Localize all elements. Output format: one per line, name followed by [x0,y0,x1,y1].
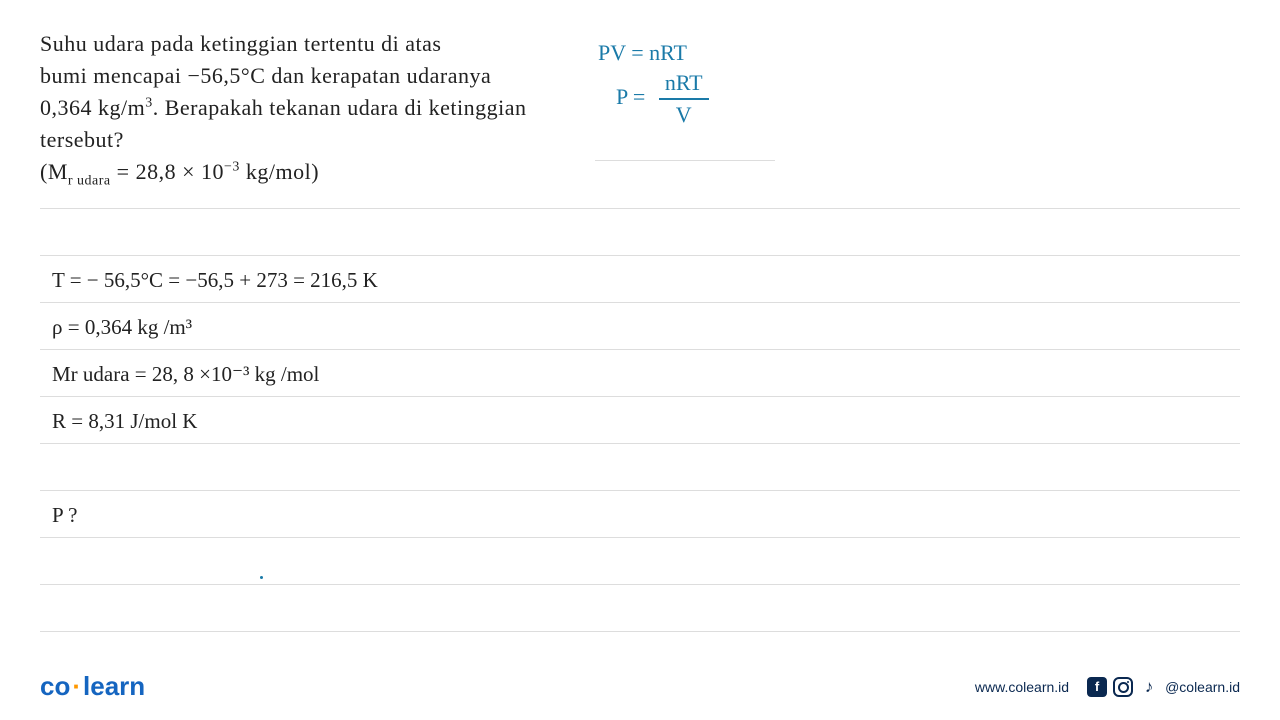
fraction-numerator: nRT [659,70,709,100]
equation-p-equals: P = [616,84,645,109]
rule-line [40,349,1240,350]
rule-line [40,631,1240,632]
problem-subscript: r udara [68,173,111,188]
rule-line [595,160,775,161]
rule-line [40,490,1240,491]
logo-dot-icon: · [72,671,81,702]
footer-url: www.colearn.id [975,679,1069,695]
tiktok-icon: ♪ [1139,677,1159,697]
decorative-dot [260,576,263,579]
rule-line [40,443,1240,444]
logo-co: co [40,671,70,701]
problem-cube-sup: 3 [145,95,153,110]
equations-panel: PV = nRT P = nRT V [598,40,709,128]
problem-line2c: dan kerapatan udaranya [265,63,491,88]
work-molar-mass: Mr udara = 28, 8 ×10⁻³ kg /mol [52,362,319,387]
problem-line5a: (M [40,159,68,184]
problem-line5c: = 28,8 × 10 [111,159,224,184]
problem-line4: tersebut? [40,127,124,152]
instagram-icon [1113,677,1133,697]
social-handle: @colearn.id [1165,679,1240,695]
colearn-logo: co·learn [40,671,145,702]
problem-statement: Suhu udara pada ketinggian tertentu di a… [40,28,580,191]
footer-right: www.colearn.id f ♪ @colearn.id [975,677,1240,697]
work-question: P ? [52,503,77,528]
problem-temp: −56,5°C [188,63,266,88]
rule-line [40,302,1240,303]
rule-line [40,208,1240,209]
equation-pv-nrt: PV = nRT [598,40,709,66]
social-icons: f ♪ @colearn.id [1087,677,1240,697]
rule-line [40,396,1240,397]
rule-line [40,584,1240,585]
page-container: Suhu udara pada ketinggian tertentu di a… [0,0,1280,720]
facebook-icon: f [1087,677,1107,697]
equation-p-fraction: P = nRT V [598,70,709,128]
rule-line [40,537,1240,538]
work-gas-constant: R = 8,31 J/mol K [52,409,197,434]
problem-exp-sup: −3 [224,159,240,174]
problem-line2a: bumi mencapai [40,63,188,88]
problem-line1: Suhu udara pada ketinggian tertentu di a… [40,31,442,56]
fraction-denominator: V [659,100,709,128]
work-density: ρ = 0,364 kg /m³ [52,315,192,340]
footer: co·learn www.colearn.id f ♪ @colearn.id [0,671,1280,702]
problem-line5e: kg/mol) [240,159,319,184]
logo-learn: learn [83,671,145,701]
problem-line3a: 0,364 kg/m [40,95,145,120]
rule-line [40,255,1240,256]
fraction: nRT V [659,70,709,128]
work-temperature: T = − 56,5°C = −56,5 + 273 = 216,5 K [52,268,378,293]
problem-line3c: . Berapakah tekanan udara di ketinggian [153,95,527,120]
